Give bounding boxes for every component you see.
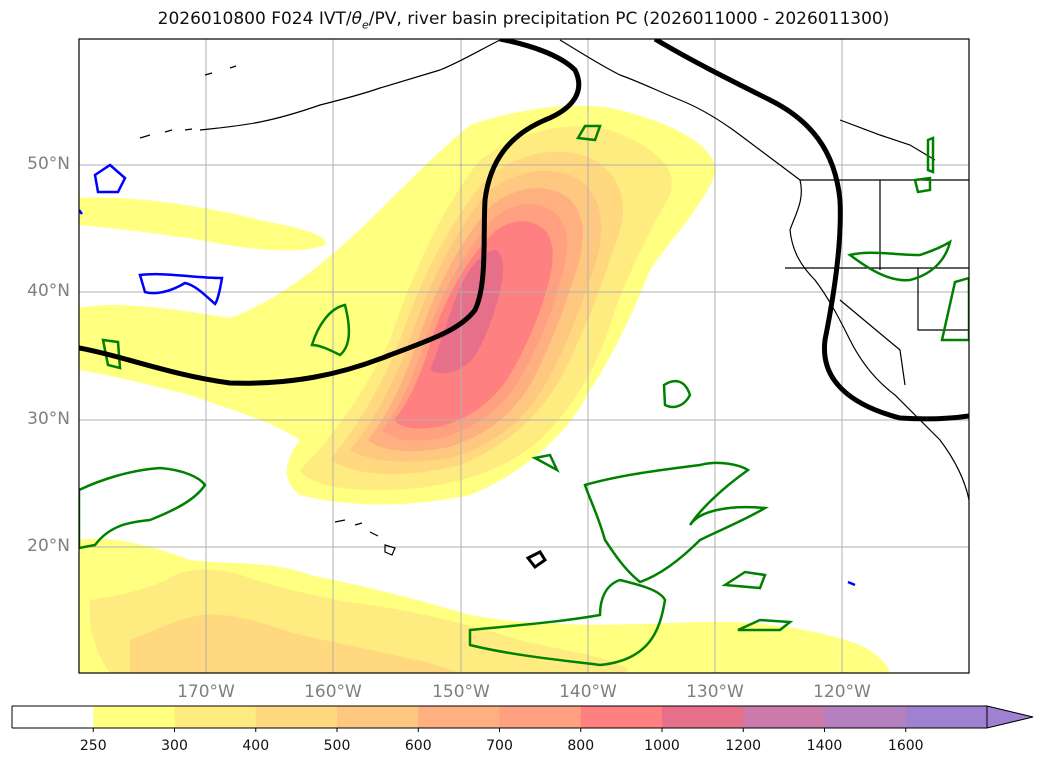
- lat-label-50n: 50°N: [27, 154, 70, 174]
- colorbar-tick-label: 300: [161, 738, 188, 754]
- ivt-level-250-north: [79, 197, 326, 251]
- colorbar-segment: [337, 706, 419, 728]
- lon-label-140w: 140°W: [559, 682, 617, 702]
- chart-title: 2026010800 F024 IVT/θe/PV, river basin p…: [157, 9, 890, 32]
- ivt-shading: [79, 105, 890, 673]
- colorbar-segment: [174, 706, 257, 728]
- hawaii-islands: [334, 519, 548, 570]
- colorbar-tick-label: 600: [404, 738, 432, 754]
- ivt-contour-lines: [79, 39, 969, 422]
- colorbar-segment: [255, 706, 338, 728]
- colorbar-tick-label: 800: [567, 738, 595, 754]
- lat-label-30n: 30°N: [27, 409, 70, 429]
- lon-label-170w: 170°W: [177, 682, 235, 702]
- colorbar-tick-label: 250: [79, 738, 107, 754]
- pv-contours: [79, 124, 969, 667]
- coastlines: [139, 39, 969, 501]
- colorbar-segment: [743, 706, 825, 728]
- colorbar-tick-label: 1000: [644, 738, 680, 754]
- colorbar: [11, 705, 1034, 732]
- graticule: [79, 39, 969, 673]
- colorbar-tick-label: 1600: [887, 738, 924, 754]
- colorbar-tick-label: 1400: [806, 738, 843, 754]
- colorbar-tick-label: 700: [486, 738, 513, 754]
- north-america-west-coast: [789, 229, 969, 501]
- colorbar-segment: [824, 706, 907, 728]
- colorbar-segment: [499, 706, 582, 728]
- theta-e-contours: [79, 163, 856, 587]
- colorbar-segment: [418, 706, 500, 728]
- lat-label-20n: 20°N: [27, 536, 70, 556]
- lat-label-40n: 40°N: [27, 281, 70, 301]
- ivt-level-400-south: [130, 614, 460, 673]
- colorbar-segment: [905, 706, 988, 728]
- colorbar-extend-arrow: [986, 705, 1034, 729]
- aleutian-islands: [139, 65, 237, 139]
- ivt-level-1000: [430, 250, 504, 374]
- colorbar-segment: [12, 706, 94, 728]
- colorbar-segment: [580, 706, 663, 728]
- map-frame: [78, 38, 970, 674]
- colorbar-segment: [93, 706, 175, 728]
- lon-label-160w: 160°W: [304, 682, 362, 702]
- lon-label-130w: 130°W: [686, 682, 744, 702]
- colorbar-tick-label: 500: [323, 738, 351, 754]
- colorbar-tick-label: 1200: [725, 738, 762, 754]
- lon-label-150w: 150°W: [432, 682, 490, 702]
- colorbar-tick-label: 400: [242, 738, 270, 754]
- state-borders: [785, 119, 969, 386]
- colorbar-segment: [662, 706, 744, 728]
- lon-label-120w: 120°W: [813, 682, 871, 702]
